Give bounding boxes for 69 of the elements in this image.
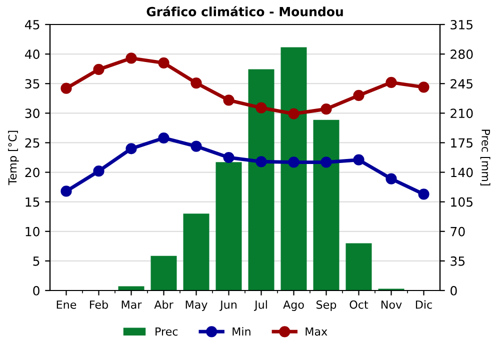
point: [256, 156, 267, 168]
point: [190, 140, 202, 152]
x-tick-label: Feb: [90, 300, 108, 309]
y2-axis-title: Prec [mm]: [480, 130, 490, 186]
y2-tick-label: 245: [450, 79, 472, 89]
y-tick-label: 5: [33, 256, 40, 266]
x-tick-label: Mar: [122, 300, 142, 309]
point: [418, 82, 430, 93]
bar: [280, 47, 307, 290]
point: [353, 90, 364, 101]
point: [353, 154, 364, 166]
y2-tick-label: 35: [450, 256, 465, 266]
y2-tick-label: 315: [450, 20, 472, 30]
y2-tick-label: 140: [451, 168, 473, 178]
point: [256, 102, 267, 114]
y2-tick-label: 105: [451, 197, 472, 207]
y-tick-label: 45: [24, 20, 40, 30]
bar: [248, 69, 274, 290]
point: [223, 94, 234, 106]
point: [60, 186, 72, 197]
y-axis-title: Temp [°C]: [8, 130, 19, 186]
y-tick-label: 0: [33, 286, 40, 296]
point: [158, 57, 170, 68]
point: [418, 188, 430, 200]
x-tick-label: Dic: [416, 300, 432, 309]
point: [320, 156, 332, 168]
point: [93, 166, 104, 177]
point: [126, 52, 137, 64]
legend-label: Min: [232, 327, 250, 336]
x-tick-label: Abr: [154, 300, 174, 309]
x-tick-label: Oct: [350, 300, 368, 309]
y-tick-label: 40: [24, 50, 40, 59]
bar: [183, 214, 210, 290]
point: [158, 132, 170, 144]
legend-label: Prec: [156, 327, 178, 336]
x-tick-label: Jul: [254, 300, 267, 311]
y2-tick-label: 210: [450, 108, 473, 118]
point: [320, 103, 332, 115]
y2-tick-label: 0: [450, 286, 457, 296]
x-tick-label: May: [186, 300, 208, 311]
x-tick-label: Jun: [219, 300, 236, 311]
point: [60, 82, 72, 94]
point: [288, 156, 300, 168]
y-tick-label: 10: [26, 226, 40, 236]
x-tick-label: Nov: [381, 300, 402, 309]
x-tick-label: Sep: [316, 300, 336, 311]
y2-tick-label: 175: [451, 138, 472, 148]
point: [190, 77, 202, 89]
bar: [216, 162, 242, 290]
x-tick-label: Ago: [283, 300, 304, 311]
y-tick-label: 35: [25, 79, 40, 89]
point: [223, 152, 234, 164]
y-tick-label: 30: [25, 108, 40, 118]
bar: [346, 243, 372, 290]
point: [288, 108, 300, 120]
y-tick-label: 15: [26, 197, 40, 207]
point: [93, 64, 104, 75]
point: [386, 173, 397, 184]
point: [386, 76, 397, 88]
bar: [313, 120, 340, 290]
y-tick-label: 20: [25, 168, 40, 178]
y2-tick-label: 70: [450, 226, 465, 236]
legend-label: Max: [306, 327, 328, 336]
y2-tick-label: 280: [450, 50, 473, 59]
x-tick-label: Ene: [56, 300, 76, 309]
bar: [150, 256, 177, 290]
y-tick-label: 25: [25, 138, 40, 148]
point: [126, 143, 137, 154]
chart-title: Gráfico climático - Moundou: [146, 6, 343, 16]
